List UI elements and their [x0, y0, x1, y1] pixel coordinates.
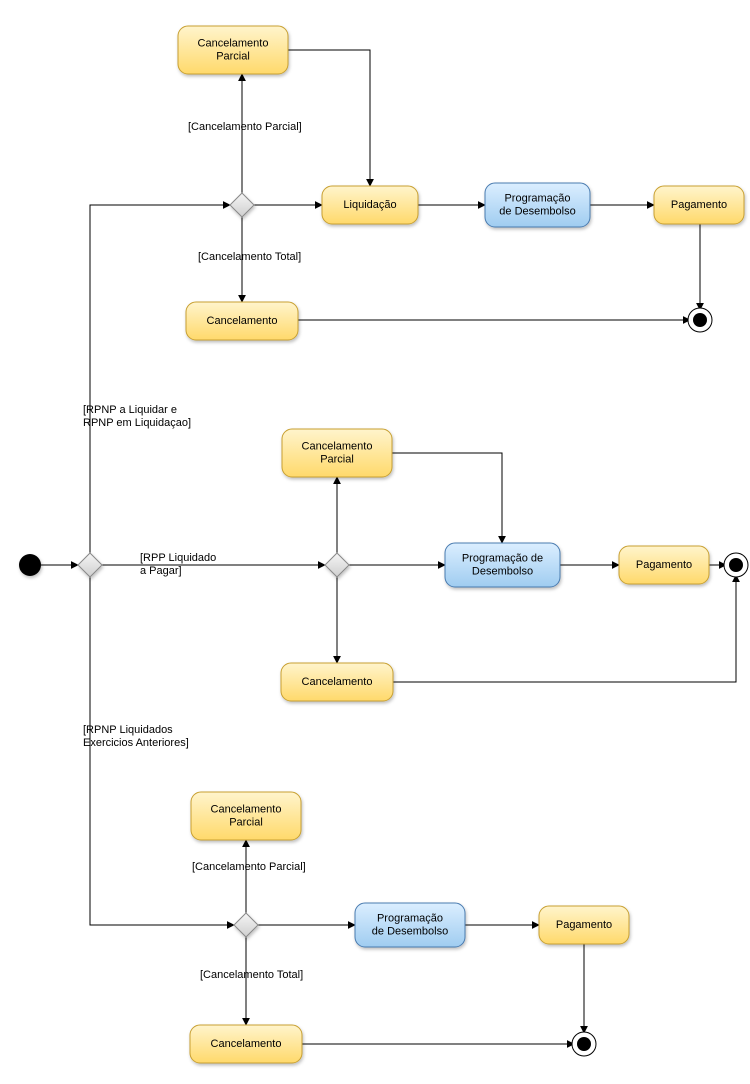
svg-text:Cancelamento: Cancelamento: [198, 37, 269, 49]
svg-text:Cancelamento: Cancelamento: [211, 803, 282, 815]
guard-label: Exercicios Anteriores]: [83, 737, 189, 749]
decision-node: [325, 553, 349, 577]
guard-label: [Cancelamento Parcial]: [188, 121, 302, 133]
guard-label: RPNP em Liquidaçao]: [83, 417, 191, 429]
svg-text:de Desembolso: de Desembolso: [372, 925, 448, 937]
guard-label: [RPP Liquidado: [140, 552, 216, 564]
edge: [393, 575, 736, 682]
guard-label: [Cancelamento Parcial]: [192, 861, 306, 873]
guard-label: [Cancelamento Total]: [198, 251, 301, 263]
decision-node: [230, 193, 254, 217]
decision-node: [78, 553, 102, 577]
diagram-canvas: CancelamentoParcialLiquidaçãoProgramação…: [0, 0, 750, 1084]
guard-label: [RPNP a Liquidar e: [83, 404, 177, 416]
svg-text:Programação: Programação: [377, 912, 443, 924]
svg-text:Programação de: Programação de: [462, 552, 543, 564]
svg-text:Pagamento: Pagamento: [636, 559, 692, 571]
final-node-inner: [693, 313, 707, 327]
svg-text:Parcial: Parcial: [320, 453, 354, 465]
initial-node: [19, 554, 41, 576]
guard-label: [RPNP Liquidados: [83, 724, 173, 736]
edge: [392, 453, 502, 543]
svg-text:Pagamento: Pagamento: [556, 919, 612, 931]
svg-text:Cancelamento: Cancelamento: [302, 440, 373, 452]
svg-text:Pagamento: Pagamento: [671, 199, 727, 211]
svg-text:Desembolso: Desembolso: [472, 565, 533, 577]
final-node-inner: [729, 558, 743, 572]
svg-text:Cancelamento: Cancelamento: [207, 315, 278, 327]
svg-text:de Desembolso: de Desembolso: [499, 205, 575, 217]
svg-text:Parcial: Parcial: [216, 50, 250, 62]
svg-text:Programação: Programação: [504, 192, 570, 204]
edge: [288, 50, 370, 186]
decision-node: [234, 913, 258, 937]
svg-text:Liquidação: Liquidação: [343, 199, 396, 211]
guard-label: [Cancelamento Total]: [200, 969, 303, 981]
svg-text:Parcial: Parcial: [229, 816, 263, 828]
svg-text:Cancelamento: Cancelamento: [211, 1038, 282, 1050]
svg-text:Cancelamento: Cancelamento: [302, 676, 373, 688]
guard-label: a Pagar]: [140, 565, 182, 577]
final-node-inner: [577, 1037, 591, 1051]
